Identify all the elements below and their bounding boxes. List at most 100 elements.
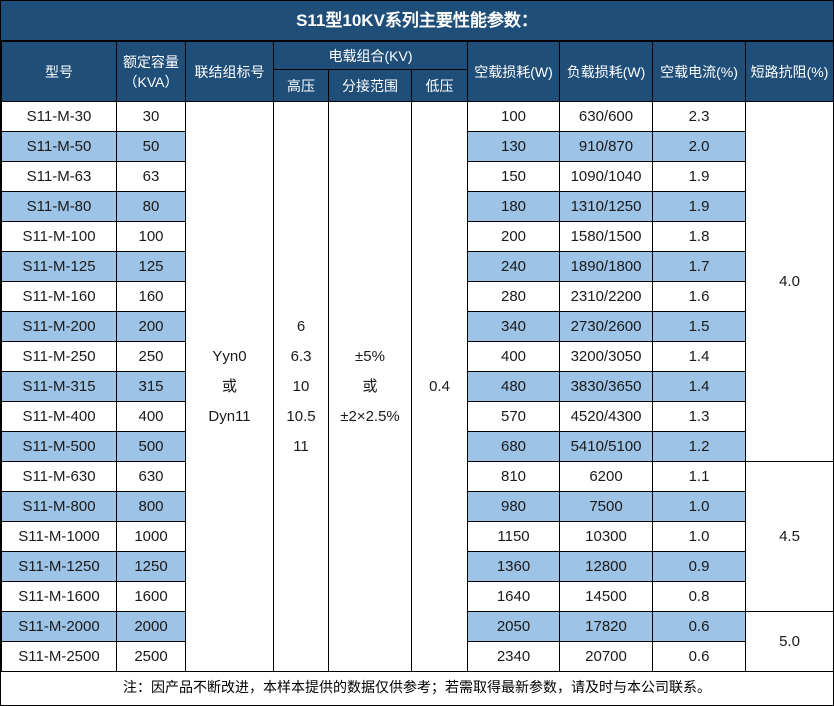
cell-model: S11-M-2500 (1, 641, 117, 672)
cell-model: S11-M-80 (1, 191, 117, 222)
cell-capacity: 80 (116, 191, 186, 222)
col-header-load-loss: 负载损耗(W) (559, 41, 654, 102)
cell-no-load-current: 2.0 (652, 131, 747, 162)
cell-load-loss: 10300 (559, 521, 654, 552)
cell-no-load-current: 1.7 (652, 251, 747, 282)
spec-row: S11-M-30 30 Yyn0 或 Dyn11 6 6.3 10 10.5 11 ±5… (1, 101, 833, 672)
cell-lv-value: 0.4 (410, 101, 469, 672)
cell-model: S11-M-1000 (1, 521, 117, 552)
spec-row: S11-M-2500 2500 2340 20700 0.6 (1, 641, 834, 672)
table-body: S11-M-30 30 Yyn0 或 Dyn11 6 6.3 10 10.5 11 ±5… (1, 101, 834, 672)
cell-capacity: 500 (116, 431, 186, 462)
cell-model: S11-M-315 (1, 371, 117, 402)
cell-load-loss: 14500 (559, 581, 654, 612)
cell-no-load-current: 1.2 (652, 431, 747, 462)
cell-no-load-loss: 1150 (467, 521, 561, 552)
cell-load-loss: 17820 (559, 611, 654, 642)
cell-capacity: 100 (116, 221, 186, 252)
cell-load-loss: 2730/2600 (559, 311, 654, 342)
spec-row: S11-M-63 63 150 1090/1040 1.9 (1, 161, 834, 192)
cell-no-load-loss: 180 (467, 191, 561, 222)
cell-no-load-loss: 400 (467, 341, 561, 372)
spec-row: S11-M-100 100 200 1580/1500 1.8 (1, 221, 834, 252)
cell-model: S11-M-63 (1, 161, 117, 192)
col-header-connection-group: 联结组标号 (185, 41, 274, 102)
cell-capacity: 1250 (116, 551, 186, 582)
cell-load-loss: 7500 (559, 491, 654, 522)
cell-capacity: 2500 (116, 641, 186, 672)
cell-impedance: 4.0 (745, 101, 833, 462)
cell-no-load-current: 0.8 (652, 581, 747, 612)
cell-capacity: 800 (116, 491, 186, 522)
cell-load-loss: 1890/1800 (559, 251, 654, 282)
cell-no-load-loss: 2050 (467, 611, 561, 642)
cell-impedance: 4.5 (745, 461, 833, 612)
cell-model: S11-M-2000 (1, 611, 117, 642)
cell-model: S11-M-100 (1, 221, 117, 252)
cell-model: S11-M-630 (1, 461, 117, 492)
cell-load-loss: 1580/1500 (559, 221, 654, 252)
cell-model: S11-M-1250 (1, 551, 117, 582)
cell-load-loss: 3830/3650 (559, 371, 654, 402)
cell-model: S11-M-250 (1, 341, 117, 372)
cell-no-load-current: 2.3 (652, 101, 747, 132)
spec-row: S11-M-250 250 400 3200/3050 1.4 (1, 341, 834, 372)
cell-capacity: 50 (116, 131, 186, 162)
spec-row: S11-M-125 125 240 1890/1800 1.7 (1, 251, 834, 282)
cell-no-load-current: 1.4 (652, 371, 747, 402)
cell-model: S11-M-400 (1, 401, 117, 432)
cell-no-load-loss: 480 (467, 371, 561, 402)
cell-no-load-current: 1.9 (652, 161, 747, 192)
cell-impedance: 5.0 (745, 611, 833, 672)
spec-row: S11-M-200 200 340 2730/2600 1.5 (1, 311, 834, 342)
cell-no-load-current: 1.0 (652, 491, 747, 522)
cell-no-load-current: 0.9 (652, 551, 747, 582)
cell-load-loss: 4520/4300 (559, 401, 654, 432)
cell-load-loss: 20700 (559, 641, 654, 672)
cell-no-load-current: 0.6 (652, 641, 747, 672)
cell-no-load-loss: 130 (467, 131, 561, 162)
spec-row: S11-M-630 630 810 6200 1.1 4.5 (1, 461, 833, 612)
cell-load-loss: 3200/3050 (559, 341, 654, 372)
cell-no-load-loss: 810 (467, 461, 561, 492)
spec-row: S11-M-1250 1250 1360 12800 0.9 (1, 551, 834, 582)
cell-capacity: 1600 (116, 581, 186, 612)
cell-capacity: 315 (116, 371, 186, 402)
cell-no-load-current: 1.9 (652, 191, 747, 222)
col-header-lv: 低压 (410, 69, 469, 102)
cell-no-load-loss: 980 (467, 491, 561, 522)
cell-no-load-loss: 340 (467, 311, 561, 342)
cell-model: S11-M-125 (1, 251, 117, 282)
cell-no-load-loss: 240 (467, 251, 561, 282)
cell-model: S11-M-30 (1, 101, 117, 132)
col-header-no-load-current: 空载电流(%) (652, 41, 747, 102)
cell-no-load-current: 1.1 (652, 461, 747, 492)
cell-no-load-current: 1.6 (652, 281, 747, 312)
col-header-hv: 高压 (273, 69, 329, 102)
col-header-capacity: 额定容量 （KVA） (116, 41, 186, 102)
cell-capacity: 2000 (116, 611, 186, 642)
spec-row: S11-M-80 80 180 1310/1250 1.9 (1, 191, 834, 222)
cell-capacity: 160 (116, 281, 186, 312)
cell-load-loss: 1310/1250 (559, 191, 654, 222)
spec-row: S11-M-800 800 980 7500 1.0 (1, 491, 834, 522)
cell-capacity: 125 (116, 251, 186, 282)
cell-load-loss: 12800 (559, 551, 654, 582)
col-header-voltage-combo: 电载组合(KV) (272, 41, 469, 70)
cell-load-loss: 630/600 (559, 101, 654, 132)
spec-row: S11-M-2000 2000 2050 17820 0.6 5.0 (1, 611, 833, 672)
col-header-no-load-loss: 空载损耗(W) (467, 41, 561, 102)
spec-row: S11-M-1000 1000 1150 10300 1.0 (1, 521, 834, 552)
spec-row: S11-M-1600 1600 1640 14500 0.8 (1, 581, 834, 612)
cell-no-load-loss: 100 (467, 101, 561, 132)
cell-capacity: 63 (116, 161, 186, 192)
cell-no-load-loss: 1360 (467, 551, 561, 582)
cell-no-load-loss: 280 (467, 281, 561, 312)
spec-row: S11-M-160 160 280 2310/2200 1.6 (1, 281, 834, 312)
cell-model: S11-M-50 (1, 131, 117, 162)
col-header-model: 型号 (1, 41, 117, 102)
cell-model: S11-M-800 (1, 491, 117, 522)
cell-model: S11-M-160 (1, 281, 117, 312)
cell-no-load-current: 1.4 (652, 341, 747, 372)
